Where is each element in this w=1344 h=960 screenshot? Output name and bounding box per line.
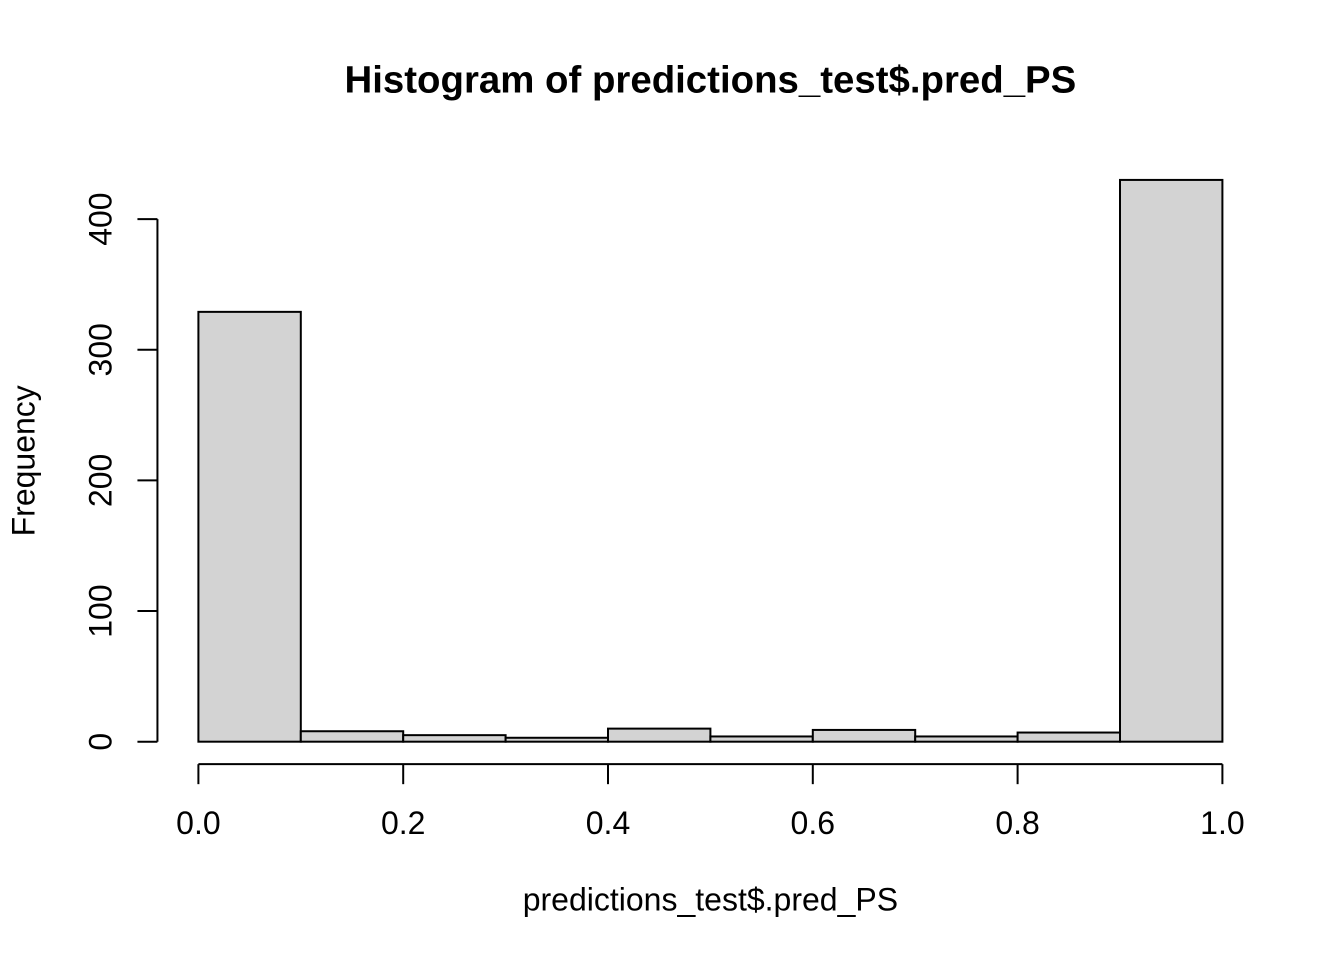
svg-text:predictions_test$.pred_PS: predictions_test$.pred_PS <box>523 882 898 918</box>
svg-text:1.0: 1.0 <box>1200 805 1244 841</box>
svg-text:0: 0 <box>82 733 118 751</box>
svg-text:Frequency: Frequency <box>5 385 41 536</box>
svg-text:0.6: 0.6 <box>791 805 835 841</box>
svg-text:400: 400 <box>82 192 118 245</box>
svg-text:100: 100 <box>82 584 118 637</box>
svg-text:300: 300 <box>82 323 118 376</box>
svg-text:0.4: 0.4 <box>586 805 630 841</box>
svg-text:0.8: 0.8 <box>995 805 1039 841</box>
svg-text:200: 200 <box>82 454 118 507</box>
svg-text:0.0: 0.0 <box>176 805 220 841</box>
svg-text:0.2: 0.2 <box>381 805 425 841</box>
svg-text:Histogram of predictions_test$: Histogram of predictions_test$.pred_PS <box>345 59 1077 102</box>
